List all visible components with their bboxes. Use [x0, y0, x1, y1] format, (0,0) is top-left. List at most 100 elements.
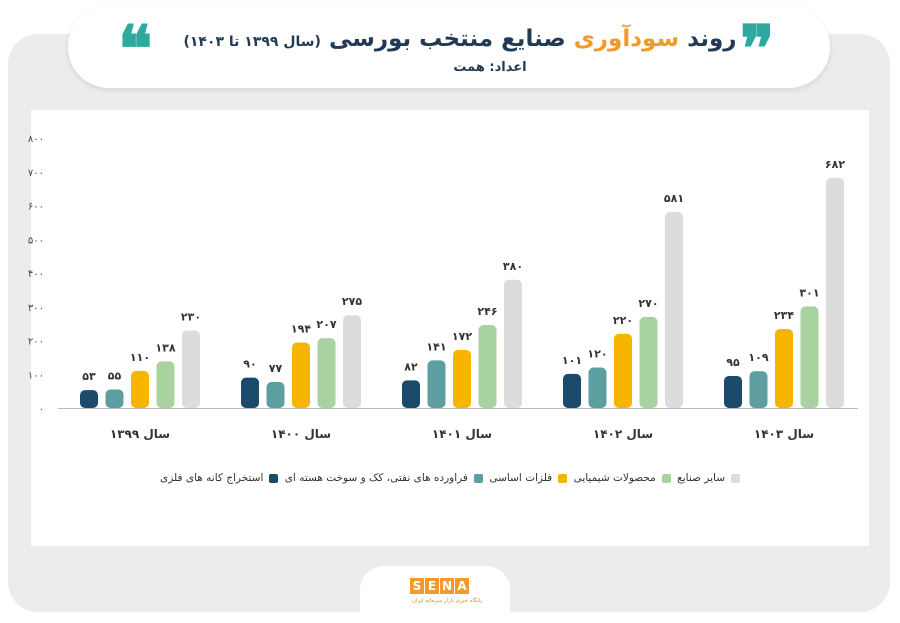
y-tick-label: ۱۰۰ [28, 370, 44, 381]
quote-mark-left-icon: ❝ [118, 12, 153, 87]
bar [317, 338, 336, 408]
quote-mark-right-icon: ❞ [740, 12, 775, 87]
data-label: ۵۳ [82, 370, 96, 383]
bar [241, 377, 259, 408]
bar [639, 316, 658, 408]
bar [131, 370, 149, 408]
legend-swatch [661, 473, 671, 483]
data-label: ۳۰۱ [799, 286, 819, 299]
legend-label: فلزات اساسی [489, 472, 553, 484]
data-label: ۶۸۲ [825, 158, 845, 171]
legend-label: سایر صنایع [677, 472, 725, 484]
legend: استخراج کانه های فلزی فراورده های نفتی، ک… [160, 466, 740, 490]
bar [724, 375, 742, 408]
y-tick-label: ۳۰۰ [28, 303, 44, 314]
title-years: (سال ۱۳۹۹ تا ۱۴۰۳) [183, 34, 321, 50]
data-label: ۱۳۸ [155, 341, 175, 354]
data-label: ۱۷۲ [452, 330, 472, 343]
bar-series [80, 177, 844, 408]
y-tick-label: ۸۰۰ [28, 134, 44, 145]
logo-letter: N [440, 578, 454, 594]
data-label: ۲۷۰ [638, 297, 658, 310]
bar [453, 349, 471, 408]
data-label: ۱۰۱ [562, 354, 582, 367]
bar [749, 371, 768, 408]
data-label: ۱۰۹ [748, 351, 768, 364]
bar [563, 373, 581, 408]
legend-label: فراورده های نفتی، کک و سوخت هسته ای [284, 472, 468, 484]
logo-letter: E [425, 578, 439, 594]
bar [80, 390, 98, 408]
data-label: ۹۵ [726, 356, 740, 369]
data-label: ۸۲ [404, 360, 418, 373]
legend-item: فلزات اساسی [489, 472, 568, 484]
chart-panel [31, 110, 869, 546]
bar [182, 330, 200, 408]
data-label: ۲۷۵ [342, 295, 362, 308]
logo-letter: A [455, 578, 469, 594]
legend-swatch [558, 473, 568, 483]
bar [402, 380, 420, 408]
y-tick-label: ۶۰۰ [28, 202, 44, 213]
bar [775, 329, 793, 408]
legend-item: محصولات شیمیایی [574, 472, 671, 484]
data-label: ۵۸۱ [664, 192, 684, 205]
data-label: ۲۲۰ [613, 314, 633, 327]
data-label: ۲۳۴ [774, 309, 794, 322]
bar [614, 333, 632, 408]
title-main: روند [687, 26, 737, 52]
header-banner [68, 6, 830, 88]
bar [665, 211, 683, 408]
y-axis: ۰ ۱۰۰ ۲۰۰ ۳۰۰ ۴۰۰ ۵۰۰ ۶۰۰ ۷۰۰ ۸۰۰ [28, 134, 44, 415]
legend-item: سایر صنایع [677, 472, 740, 484]
legend-item: استخراج کانه های فلزی [160, 472, 279, 484]
x-category-label: سال ۱۴۰۲ [593, 427, 653, 441]
x-category-label: سال ۱۳۹۹ [110, 427, 170, 441]
data-label: ۱۹۴ [291, 323, 311, 336]
data-label: ۵۵ [108, 369, 122, 382]
data-label: ۱۴۱ [426, 340, 446, 353]
y-tick-label: ۵۰۰ [28, 235, 44, 246]
data-label: ۲۴۶ [477, 305, 497, 318]
y-tick-label: ۷۰۰ [28, 168, 44, 179]
title-rest: صنایع منتخب بورسی [328, 26, 566, 52]
logo-letter: S [410, 578, 424, 594]
x-axis: سال ۱۳۹۹ سال ۱۴۰۰ سال ۱۴۰۱ سال ۱۴۰۲ سال ۱۴۰۳ [58, 408, 858, 441]
x-category-label: سال ۱۴۰۱ [432, 427, 492, 441]
legend-label: محصولات شیمیایی [573, 472, 656, 484]
bar [266, 382, 285, 408]
x-category-label: سال ۱۴۰۰ [271, 427, 331, 441]
bar [800, 306, 819, 408]
data-label: ۲۳۰ [181, 310, 201, 323]
bar [478, 324, 497, 408]
data-label: ۹۰ [243, 358, 256, 371]
y-tick-label: ۰ [39, 404, 44, 415]
legend-swatch [473, 473, 483, 483]
bar [105, 389, 124, 408]
bar [343, 315, 361, 408]
title-accent: سودآوری [573, 26, 680, 52]
legend-swatch [731, 473, 740, 483]
bar [292, 342, 310, 408]
data-label: ۲۰۷ [316, 318, 336, 331]
sena-logo-subtitle: پایگاه خبری بازار سرمایه ایران [411, 598, 483, 604]
units-note: اعداد: همت [453, 60, 527, 75]
bar [826, 177, 844, 408]
y-tick-label: ۴۰۰ [28, 269, 44, 280]
legend-item: فراورده های نفتی، کک و سوخت هسته ای [285, 472, 483, 484]
y-tick-label: ۲۰۰ [28, 337, 44, 348]
page-title: روند سودآوری صنایع منتخب بورسی (سال ۱۳۹۹… [180, 26, 740, 52]
bar [427, 360, 446, 408]
bar [588, 367, 607, 408]
data-label: ۳۸۰ [503, 260, 523, 273]
bar [504, 279, 522, 408]
data-labels: ۵۳ ۵۵ ۱۱۰ ۱۳۸ ۲۳۰ ۹۰ ۷۷ ۱۹۴ ۲۰۷ ۲۷۵ ۸۲ ۱۴۱ ۱۷۲ ۲۴۶ ۳۸۰… [82, 158, 845, 383]
legend-swatch [269, 473, 279, 483]
data-label: ۷۷ [269, 362, 283, 375]
x-category-label: سال ۱۴۰۳ [754, 427, 814, 441]
data-label: ۱۱۰ [130, 351, 150, 364]
data-label: ۱۲۰ [587, 348, 607, 361]
legend-label: استخراج کانه های فلزی [160, 472, 264, 484]
